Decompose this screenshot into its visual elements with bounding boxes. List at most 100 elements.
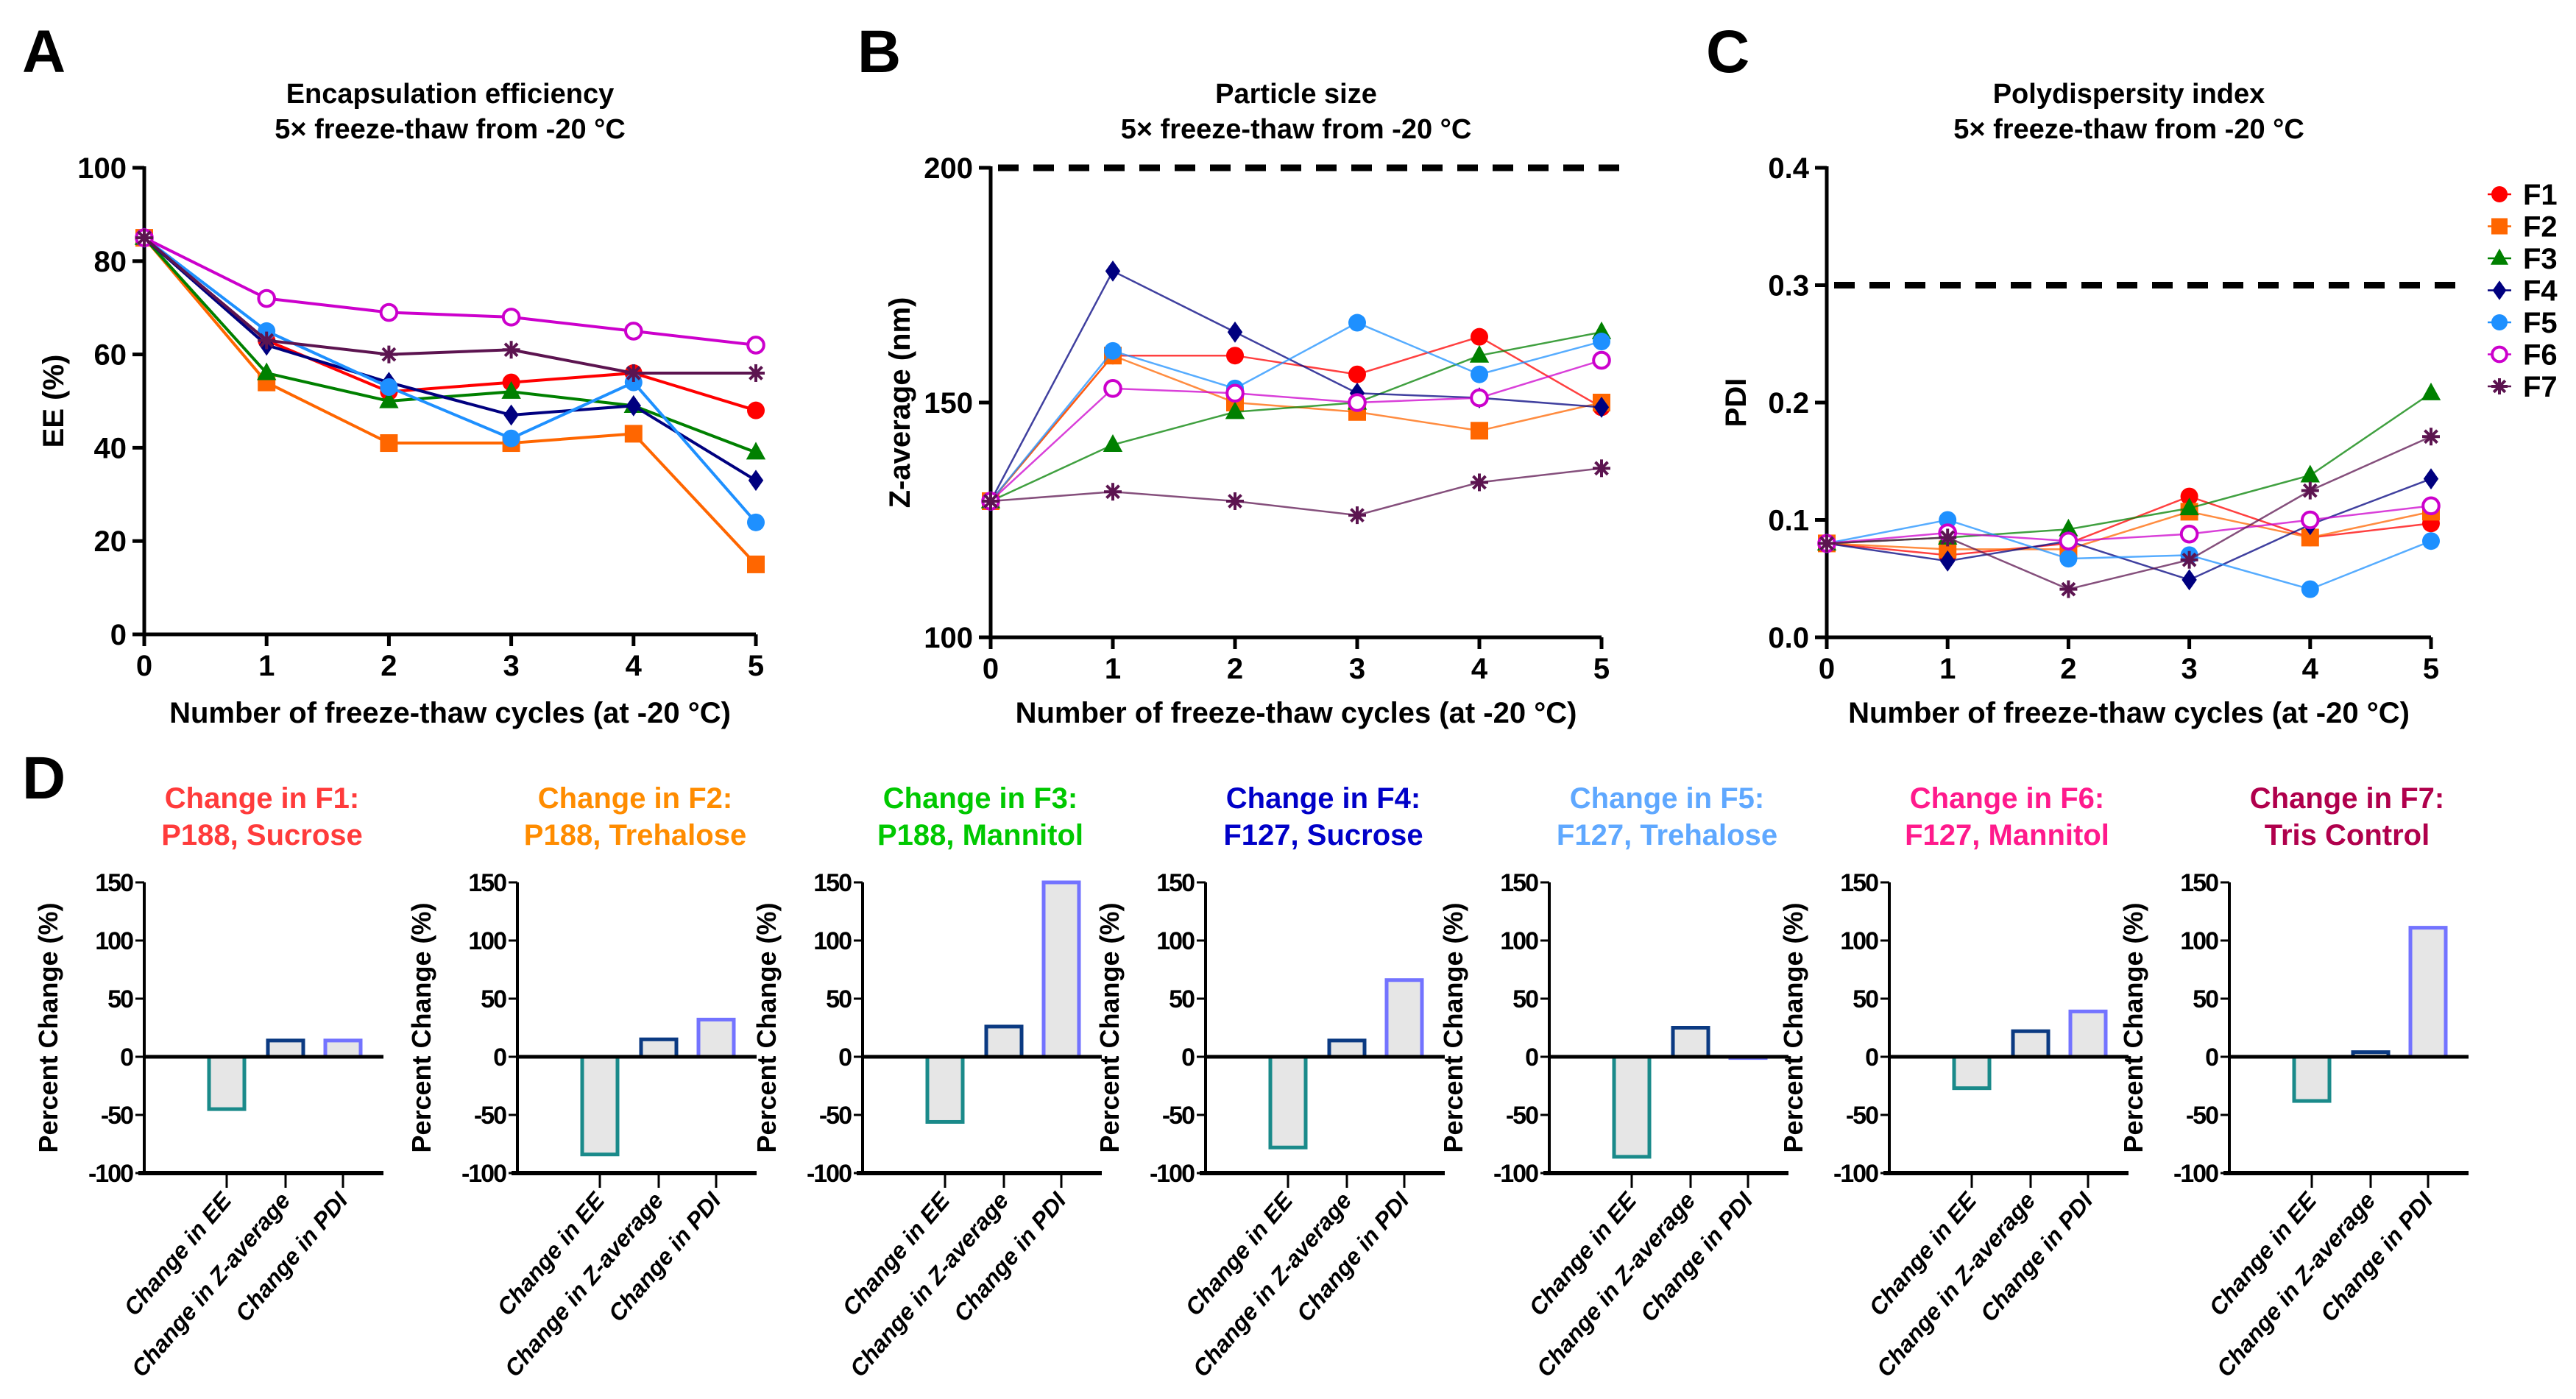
y-tick-label: 0 — [110, 619, 127, 651]
data-point — [748, 470, 764, 492]
bar-z — [266, 1038, 305, 1059]
bar-pdi — [2068, 1009, 2108, 1059]
asterisk-stroke — [983, 494, 998, 509]
y-tick-label: -50 — [474, 1102, 506, 1130]
data-point — [1225, 401, 1245, 419]
series-line — [143, 236, 757, 524]
data-point — [1471, 473, 1488, 492]
asterisk-stroke — [1940, 530, 1956, 545]
chart-subtitle: 5× freeze-thaw from -20 °C — [1953, 114, 2304, 145]
subplot-f3: Change in F3: P188, Mannitol -100 -50 0 50 100… — [751, 782, 1102, 1382]
y-tick-label: 100 — [95, 927, 133, 955]
series-line — [143, 236, 756, 375]
y-axis-label: Percent Change (%) — [406, 902, 436, 1152]
subplot-title-line1: Change in F1: — [165, 782, 359, 815]
asterisk-stroke — [1472, 475, 1487, 490]
data-point — [1471, 327, 1488, 346]
data-point — [1226, 492, 1244, 510]
series-line — [990, 322, 1602, 502]
subplot-f2: Change in F2: P188, Trehalose -100 -50 0 50 10… — [406, 782, 757, 1382]
subplot-title-line1: Change in F5: — [1570, 782, 1764, 815]
legend-label: F4 — [2523, 275, 2558, 308]
data-point — [257, 362, 277, 380]
asterisk-stroke — [1350, 508, 1365, 523]
data-point — [503, 404, 519, 426]
series-f3 — [1816, 382, 2441, 550]
y-tick-label: 50 — [2193, 985, 2218, 1013]
series-f6 — [981, 350, 1611, 511]
data-point — [747, 555, 765, 573]
data-point — [746, 442, 766, 460]
y-tick-label: 100 — [468, 927, 506, 955]
y-tick-label: 0.1 — [1768, 505, 1809, 537]
x-tick-label: 0 — [136, 650, 152, 682]
y-tick-label: -100 — [461, 1160, 506, 1188]
data-point — [2421, 382, 2441, 400]
x-axis-label: Number of freeze-thaw cycles (at -20 °C) — [169, 697, 731, 729]
y-tick-label: 100 — [1500, 927, 1538, 955]
chart-subtitle: 5× freeze-thaw from -20 °C — [275, 114, 626, 145]
series-f7 — [1818, 428, 2440, 598]
series-line — [143, 236, 757, 454]
y-tick-label: 80 — [94, 246, 127, 278]
data-point — [626, 394, 641, 417]
legend-label: F7 — [2523, 371, 2558, 403]
y-tick-label: 150 — [1840, 869, 1878, 897]
x-tick-label: 3 — [1349, 653, 1365, 685]
data-point — [2422, 532, 2440, 550]
legend-item: F4 — [2488, 275, 2558, 308]
bar-pdi — [696, 1017, 736, 1059]
y-axis-label: Percent Change (%) — [1778, 902, 1808, 1152]
bar-pdi — [1384, 978, 1424, 1059]
data-point — [1348, 314, 1366, 332]
data-point — [1593, 333, 1610, 351]
bar-ee — [925, 1055, 965, 1124]
subplot-title-line2: Tris Control — [2265, 819, 2430, 851]
bar-ee — [2292, 1055, 2332, 1103]
subplot-title-line2: P188, Sucrose — [161, 819, 363, 851]
legend-label: F2 — [2523, 211, 2558, 244]
x-tick-label: 2 — [381, 650, 397, 682]
series-f7 — [135, 229, 765, 382]
y-axis-label: Percent Change (%) — [1438, 902, 1468, 1152]
asterisk-stroke — [137, 230, 152, 245]
series-f5 — [982, 314, 1610, 510]
data-point — [1471, 365, 1488, 383]
y-tick-label: 150 — [813, 869, 852, 897]
y-axis-label: Percent Change (%) — [751, 902, 782, 1152]
y-tick-label: -100 — [807, 1160, 852, 1188]
panel-b: Particle size 5× freeze-thaw from -20 °C 1… — [884, 79, 1631, 729]
series-line — [143, 236, 757, 566]
data-point — [1593, 396, 1610, 418]
y-tick-label: 50 — [1853, 985, 1878, 1013]
bar-ee — [1612, 1055, 1652, 1159]
legend-label: F3 — [2523, 243, 2558, 275]
asterisk-stroke — [381, 347, 397, 362]
y-tick-label: 0.2 — [1768, 387, 1809, 419]
panel-letter-b: B — [857, 18, 901, 85]
y-axis-label: Percent Change (%) — [1094, 902, 1125, 1152]
data-point — [1348, 506, 1366, 525]
data-point — [135, 229, 153, 247]
data-point — [982, 492, 999, 510]
data-point — [1103, 379, 1122, 398]
legend-item: F3 — [2488, 243, 2558, 275]
y-tick-label: 40 — [94, 432, 127, 464]
x-tick-label: 1 — [1939, 653, 1956, 685]
bar-pdi — [323, 1038, 363, 1059]
data-point — [747, 364, 765, 382]
y-tick-label: 150 — [95, 869, 133, 897]
data-point — [258, 331, 276, 350]
chart-title: Encapsulation efficiency — [286, 79, 615, 110]
legend-label: F5 — [2523, 307, 2558, 339]
y-tick-label: -50 — [101, 1102, 133, 1130]
data-point — [624, 322, 643, 341]
legend-marker — [2492, 280, 2507, 300]
asterisk-stroke — [1594, 461, 1609, 476]
data-point — [257, 288, 277, 308]
y-tick-label: 0.4 — [1768, 152, 1809, 185]
y-tick-label: 0 — [1181, 1044, 1195, 1072]
y-tick-label: 50 — [1169, 985, 1195, 1013]
